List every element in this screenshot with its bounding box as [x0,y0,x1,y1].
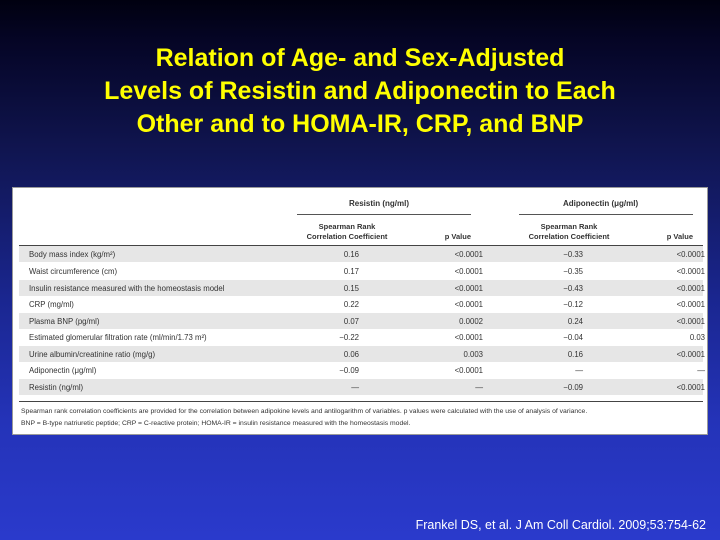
table-row: Insulin resistance measured with the hom… [19,280,705,296]
adiponectin-p-value: 0.03 [689,333,705,342]
adiponectin-p-value: — [697,366,705,375]
resistin-coefficient: 0.17 [343,267,359,276]
title-line-2: Levels of Resistin and Adiponectin to Ea… [104,77,616,105]
col-header-adiponectin-p: p Value [666,232,693,241]
table-row: Waist circumference (cm) 0.17 <0.0001 −0… [19,263,705,279]
group-header-adiponectin: Adiponectin (μg/ml) [563,199,639,208]
row-label: Waist circumference (cm) [29,267,118,276]
title-line-3: Other and to HOMA-IR, CRP, and BNP [136,110,584,138]
row-label: Urine albumin/creatinine ratio (mg/g) [29,350,156,359]
adiponectin-p-value: <0.0001 [676,284,705,293]
resistin-p-value: <0.0001 [454,267,483,276]
adiponectin-coefficient: −0.04 [563,333,583,342]
adiponectin-coefficient: 0.24 [567,317,583,326]
resistin-coefficient: −0.22 [339,333,359,342]
row-label: Adiponectin (μg/ml) [29,366,97,375]
table-footnote-1: Spearman rank correlation coefficients a… [21,408,588,415]
col-header-line: Spearman Rank [540,222,598,231]
table-row: CRP (mg/ml) 0.22 <0.0001 −0.12 <0.0001 [19,296,705,312]
table-row: Estimated glomerular filtration rate (ml… [19,329,705,345]
resistin-p-value: — [475,383,483,392]
table-footnote-2: BNP = B-type natriuretic peptide; CRP = … [21,420,411,427]
resistin-coefficient: −0.09 [339,366,359,375]
col-header-line: Spearman Rank [318,222,376,231]
adiponectin-coefficient: −0.12 [563,300,583,309]
adiponectin-p-value: <0.0001 [676,317,705,326]
group-header-resistin: Resistin (ng/ml) [349,199,410,208]
col-header-resistin-p: p Value [444,232,471,241]
resistin-p-value: <0.0001 [454,333,483,342]
resistin-coefficient: 0.06 [343,350,359,359]
group-rule-adiponectin [519,214,693,215]
table-header-band [19,194,703,232]
row-label: Plasma BNP (pg/ml) [29,317,100,326]
correlation-table: Resistin (ng/ml) Adiponectin (μg/ml) Spe… [12,187,708,435]
col-header-line: Correlation Coefficient [528,232,610,241]
resistin-p-value: 0.003 [463,350,483,359]
title-line-1: Relation of Age- and Sex-Adjusted [155,44,565,72]
resistin-p-value: <0.0001 [454,250,483,259]
adiponectin-coefficient: −0.35 [563,267,583,276]
row-label: Body mass index (kg/m²) [29,250,116,259]
table-row: Urine albumin/creatinine ratio (mg/g) 0.… [19,346,705,362]
adiponectin-p-value: <0.0001 [676,250,705,259]
table-row: Adiponectin (μg/ml) −0.09 <0.0001 — — [19,362,705,378]
table-row: Body mass index (kg/m²) 0.16 <0.0001 −0.… [19,246,705,262]
resistin-p-value: <0.0001 [454,300,483,309]
row-label: Resistin (ng/ml) [29,383,84,392]
resistin-coefficient: 0.16 [343,250,359,259]
slide-title: Relation of Age- and Sex-Adjusted Levels… [0,42,720,141]
resistin-coefficient: 0.15 [343,284,359,293]
row-label: CRP (mg/ml) [29,300,74,309]
resistin-p-value: <0.0001 [454,366,483,375]
adiponectin-coefficient: 0.16 [567,350,583,359]
col-header-adiponectin-spearman: Spearman Rank Correlation Coefficient [513,222,625,242]
adiponectin-coefficient: — [575,366,583,375]
adiponectin-p-value: <0.0001 [676,267,705,276]
citation: Frankel DS, et al. J Am Coll Cardiol. 20… [415,518,706,532]
adiponectin-p-value: <0.0001 [676,350,705,359]
adiponectin-p-value: <0.0001 [676,383,705,392]
adiponectin-coefficient: −0.09 [563,383,583,392]
resistin-coefficient: 0.07 [343,317,359,326]
row-label: Estimated glomerular filtration rate (ml… [29,333,207,342]
table-row: Plasma BNP (pg/ml) 0.07 0.0002 0.24 <0.0… [19,313,705,329]
resistin-coefficient: — [351,383,359,392]
group-rule-resistin [297,214,471,215]
resistin-p-value: 0.0002 [459,317,483,326]
header-rule [19,245,703,246]
table-bottom-rule [19,401,703,402]
resistin-p-value: <0.0001 [454,284,483,293]
table-row: Resistin (ng/ml) — — −0.09 <0.0001 [19,379,705,395]
col-header-line: Correlation Coefficient [306,232,388,241]
adiponectin-p-value: <0.0001 [676,300,705,309]
resistin-coefficient: 0.22 [343,300,359,309]
adiponectin-coefficient: −0.33 [563,250,583,259]
adiponectin-coefficient: −0.43 [563,284,583,293]
col-header-resistin-spearman: Spearman Rank Correlation Coefficient [291,222,403,242]
row-label: Insulin resistance measured with the hom… [29,284,225,293]
